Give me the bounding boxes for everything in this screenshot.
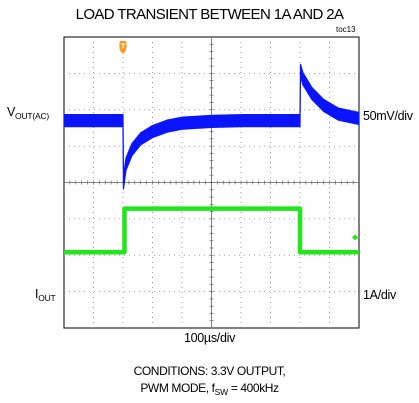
trigger-marker-box	[119, 41, 127, 50]
markers: ◆T	[119, 41, 359, 241]
conditions-line-2: PWM MODE, fSW = 400kHz	[0, 381, 419, 397]
iout-label-sub: OUT	[38, 293, 56, 303]
iout-trace	[64, 206, 359, 255]
vout-label-sub: OUT(AC)	[15, 111, 50, 121]
vout-label-main: V	[7, 105, 16, 119]
vout-label: VOUT(AC)	[7, 105, 49, 121]
conditions-line-1: CONDITIONS: 3.3V OUTPUT,	[133, 364, 286, 378]
conditions-line-2-prefix: PWM MODE, f	[140, 381, 215, 395]
traces	[63, 63, 360, 255]
vout-scale: 50mV/div	[363, 109, 413, 123]
conditions-line-2-suffix: = 400kHz	[227, 381, 279, 395]
conditions-line-2-sub: SW	[214, 387, 229, 397]
chart-title: LOAD TRANSIENT BETWEEN 1A AND 2A	[75, 6, 344, 23]
trigger-marker: T	[119, 41, 127, 54]
iout-ground-marker: ◆	[352, 232, 359, 241]
figure-id: toc13	[336, 25, 356, 34]
iout-label: IOUT	[35, 287, 56, 303]
iout-label-main: I	[35, 287, 39, 301]
x-axis-label: 100µs/div	[183, 331, 236, 345]
trigger-marker-label: T	[121, 42, 126, 51]
vout-trace	[63, 63, 360, 190]
trigger-marker-arrow	[119, 50, 127, 54]
iout-scale: 1A/div	[363, 288, 396, 302]
